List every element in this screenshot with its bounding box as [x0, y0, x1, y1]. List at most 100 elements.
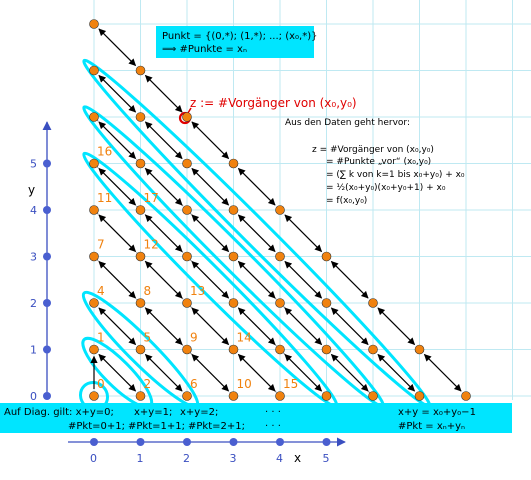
x-tick-label: 0 — [90, 452, 97, 465]
point-label-11: 11 — [97, 191, 112, 205]
y-tick-dot — [43, 345, 51, 354]
diagonal-arrow — [237, 214, 276, 253]
y-tick-dot — [43, 252, 51, 261]
diagonal-arrow — [191, 307, 230, 346]
grid-point — [321, 298, 332, 308]
band-r1-c3: x+y=2; — [180, 407, 218, 418]
x-tick-dot — [183, 438, 191, 446]
grid-point — [89, 112, 99, 122]
diagonal-arrow — [144, 260, 183, 299]
explain-line-5: = f(x₀,y₀) — [326, 196, 367, 206]
explain-heading: Aus den Daten geht hervor: — [285, 118, 410, 128]
grid-point — [414, 344, 425, 355]
band-r1-c1: Auf Diag. gilt: x+y=0; — [4, 407, 114, 418]
point-label-17: 17 — [144, 191, 159, 205]
band-r2-c5: #Pkt = xₙ+yₙ — [398, 421, 465, 432]
x-tick-dot — [136, 438, 145, 446]
grid-point — [414, 391, 425, 401]
grid-point — [135, 112, 146, 122]
grid-point — [275, 298, 285, 308]
grid-point — [182, 112, 192, 122]
y-tick-label: 5 — [30, 158, 37, 171]
x-tick-label: 3 — [230, 452, 237, 465]
diagonal-arrow — [98, 353, 137, 392]
diagonal-arrow — [423, 353, 462, 392]
y-tick-label: 0 — [30, 390, 37, 403]
point-13 — [182, 298, 192, 308]
background-grid — [93, 0, 531, 400]
grid-point — [89, 19, 99, 29]
explain-line-1: z = #Vorgänger von (x₀,y₀) — [312, 145, 434, 155]
diagonal-arrow — [98, 121, 137, 160]
diagonal-arrow — [191, 167, 230, 206]
explanation-block: Aus den Daten geht hervor: z = #Vorgänge… — [285, 118, 465, 206]
x-tick-label: 4 — [276, 452, 283, 465]
top-info-box: Punkt = {(0,*); (1,*); ...; (x₀,*)} ⟹ #P… — [156, 26, 317, 58]
point-label-9: 9 — [190, 331, 198, 345]
band-r2-c3: #Pkt=2+1; — [188, 421, 245, 432]
x-tick-dot — [90, 438, 98, 446]
diagonal-arrow — [144, 167, 183, 206]
diagonal-arrow — [98, 28, 137, 67]
diagonal-arrow — [191, 214, 230, 253]
point-2 — [135, 391, 146, 401]
x-axis-label: x — [294, 451, 301, 465]
bottom-info-band: Auf Diag. gilt: x+y=0; x+y=1; x+y=2; · ·… — [0, 403, 512, 433]
diagonal-arrow — [144, 121, 183, 160]
point-11 — [89, 205, 99, 215]
x-tick-dot — [229, 438, 238, 446]
point-14 — [228, 344, 239, 355]
explain-line-4: = ½(x₀+y₀)(x₀+y₀+1) + x₀ — [326, 183, 446, 193]
x-tick-dot — [322, 438, 331, 446]
band-r2-c4: · · · — [265, 421, 281, 432]
point-label-6: 6 — [190, 377, 198, 391]
point-10 — [228, 391, 239, 401]
point-12 — [135, 251, 146, 262]
grid-point — [228, 251, 239, 262]
grid-point — [182, 205, 192, 215]
z-label: z := #Vorgänger von (x₀,y₀) — [190, 96, 357, 110]
diagonal-arrow — [144, 214, 183, 253]
explain-line-3: = (∑ k von k=1 bis x₀+y₀) + x₀ — [326, 170, 465, 180]
point-17 — [135, 205, 146, 215]
point-label-4: 4 — [97, 284, 105, 298]
grid-point — [321, 344, 332, 355]
point-label-12: 12 — [144, 238, 159, 252]
diagonal-arrow — [191, 353, 230, 392]
band-r1-c4: · · · — [265, 407, 281, 418]
point-4 — [89, 298, 99, 308]
diagonal-arrow — [284, 307, 323, 346]
diagonal-arrow — [191, 121, 230, 160]
point-label-0: 0 — [97, 377, 105, 391]
diagonal-arrow — [237, 353, 276, 392]
y-tick-dot — [43, 159, 51, 168]
grid-point — [275, 205, 285, 215]
diagonal-arrow — [284, 260, 323, 299]
diagonal-arrow — [284, 353, 323, 392]
grid-point — [321, 391, 332, 401]
band-r2-c1: #Pkt=0+1; — [68, 421, 125, 432]
diagonal-arrow — [98, 307, 137, 346]
point-9 — [182, 344, 192, 355]
point-16 — [89, 158, 99, 169]
point-0 — [89, 391, 99, 401]
y-tick-label: 2 — [30, 297, 37, 310]
top-box-line1: Punkt = {(0,*); (1,*); ...; (x₀,*)} — [162, 31, 317, 42]
point-1 — [89, 344, 99, 355]
grid-point — [182, 158, 192, 169]
point-8 — [135, 298, 146, 308]
grid-point — [368, 391, 378, 401]
top-box-line2: ⟹ #Punkte = xₙ — [162, 44, 247, 55]
diagonal-arrow — [330, 307, 369, 346]
x-tick-label: 1 — [137, 452, 144, 465]
point-label-10: 10 — [237, 377, 252, 391]
diagonal-arrow — [237, 167, 276, 206]
grid-point — [275, 344, 285, 355]
x-tick-label: 2 — [183, 452, 190, 465]
grid-point — [135, 158, 146, 169]
grid-point — [228, 158, 239, 169]
grid-point — [228, 298, 239, 308]
band-r2-c2: #Pkt=1+1; — [128, 421, 185, 432]
